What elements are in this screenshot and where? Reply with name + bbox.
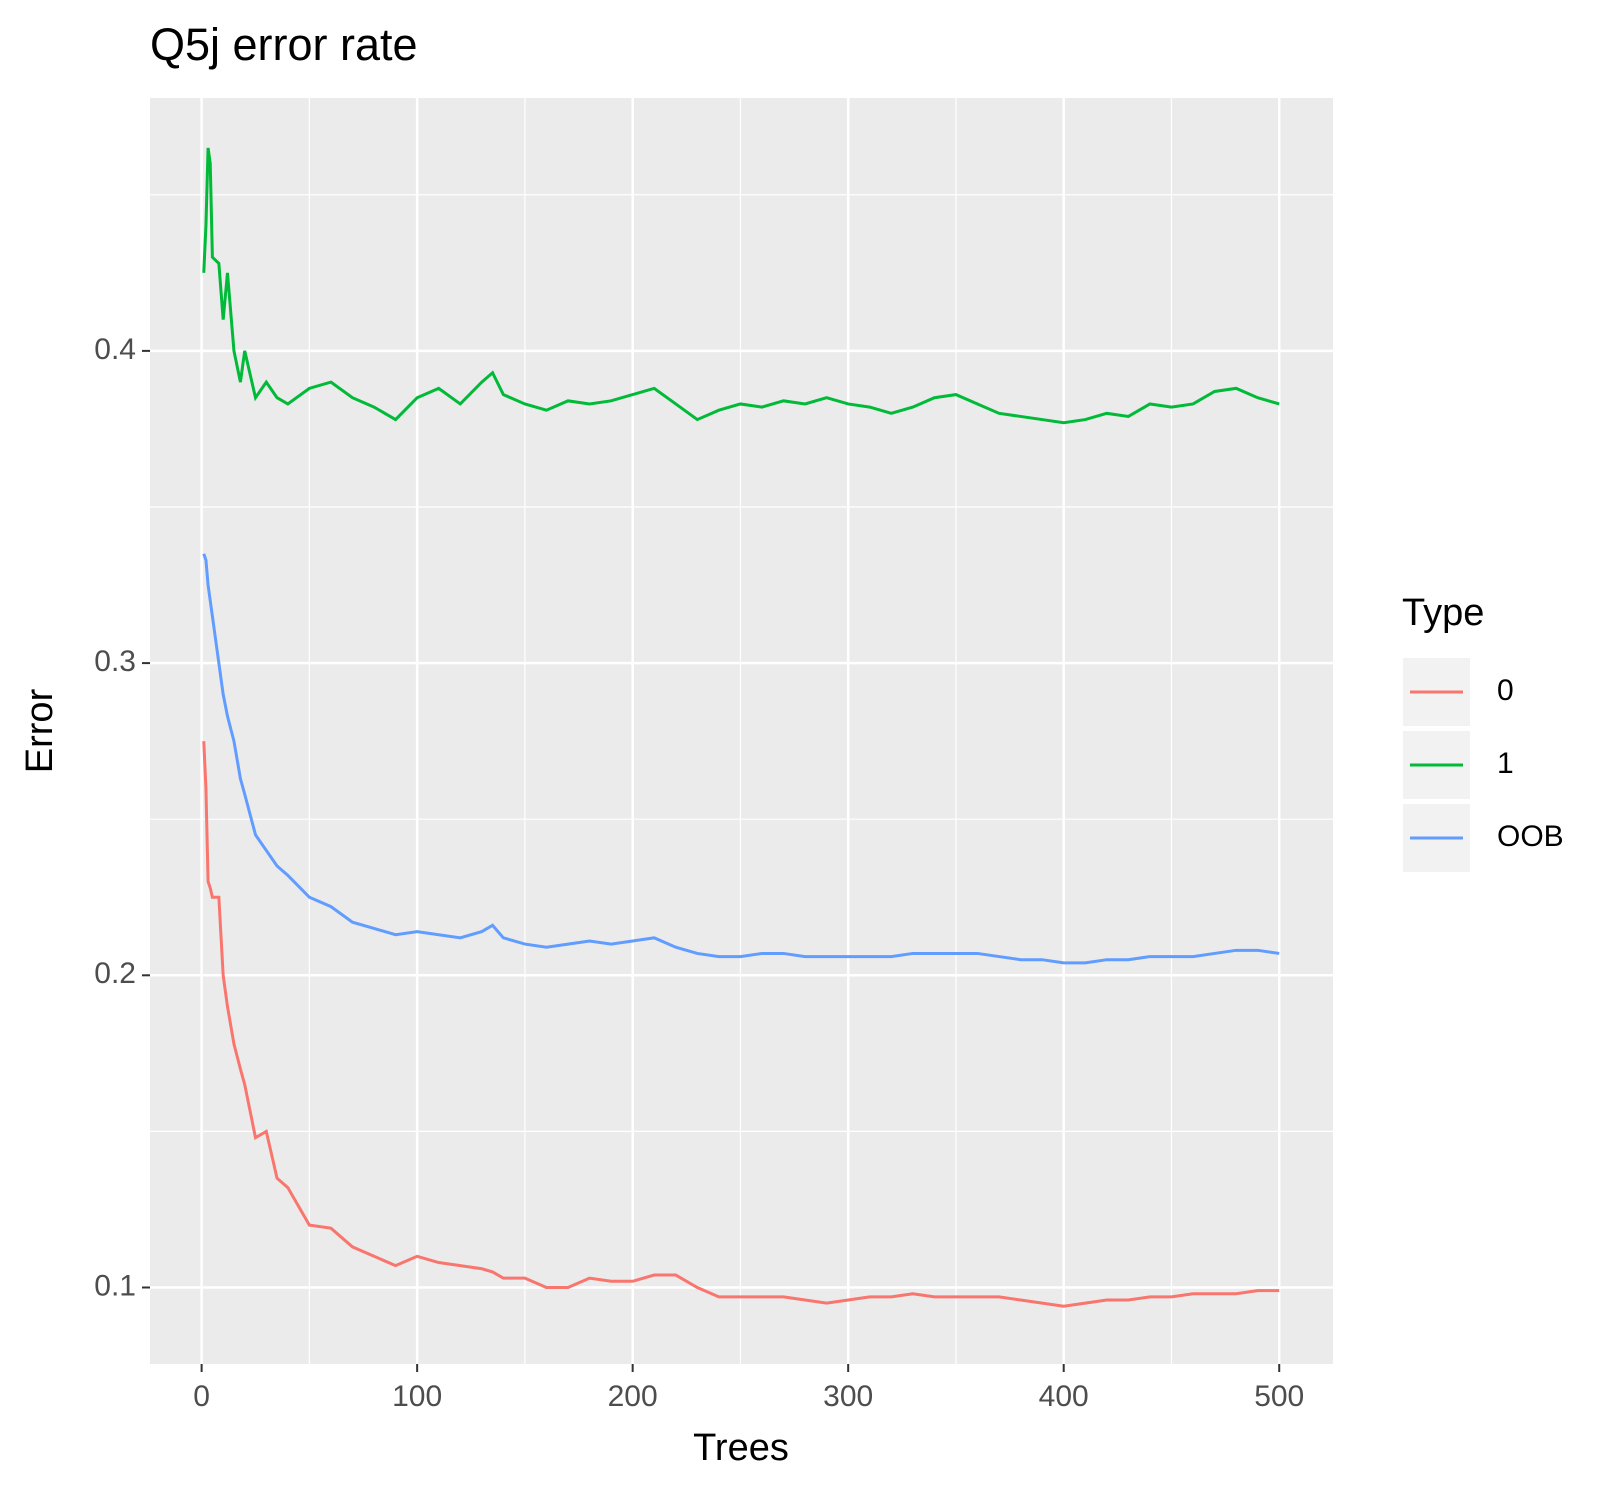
y-tick-label: 0.2 [94, 957, 136, 990]
x-tick-label: 100 [392, 1380, 442, 1413]
series-line [202, 147, 1280, 425]
legend-label: 0 [1497, 674, 1514, 707]
x-axis-title: Trees [693, 1427, 789, 1469]
x-tick-label: 400 [1039, 1380, 1089, 1413]
x-tick-label: 300 [823, 1380, 873, 1413]
legend-title: Type [1402, 592, 1484, 634]
series-line [202, 553, 1280, 965]
y-tick-label: 0.1 [94, 1269, 136, 1302]
series-line [202, 741, 1280, 1308]
panel [150, 98, 1333, 1364]
x-tick-label: 500 [1254, 1380, 1304, 1413]
legend-label: 1 [1497, 747, 1514, 780]
y-tick-label: 0.3 [94, 645, 136, 678]
y-axis-title: Error [19, 688, 61, 773]
y-tick-label: 0.4 [94, 333, 136, 366]
x-tick-label: 200 [608, 1380, 658, 1413]
chart-title: Q5j error rate [150, 19, 418, 70]
legend-label: OOB [1497, 820, 1564, 853]
x-tick-label: 0 [193, 1380, 210, 1413]
